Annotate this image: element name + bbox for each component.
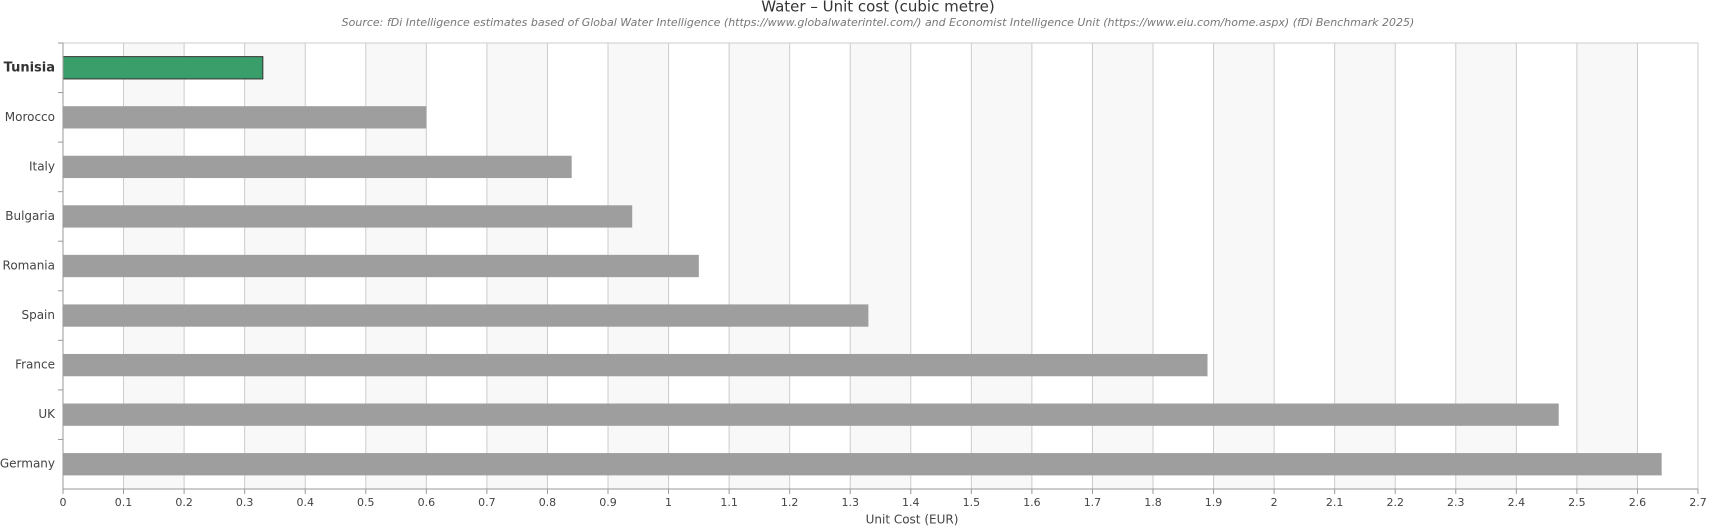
x-tick-label: 1.5 (963, 496, 981, 509)
x-tick-label: 0.8 (539, 496, 557, 509)
x-tick-label: 0.7 (478, 496, 496, 509)
x-tick-label: 2 (1271, 496, 1278, 509)
x-tick-label: 2.4 (1508, 496, 1526, 509)
chart-subtitle: Source: fDi Intelligence estimates based… (342, 16, 1415, 29)
grid-band (1576, 43, 1638, 489)
x-tick-label: 1.2 (781, 496, 799, 509)
x-tick-label: 0.6 (418, 496, 436, 509)
x-tick-label: 1.4 (902, 496, 920, 509)
bar (63, 106, 427, 129)
x-tick-label: 2.3 (1447, 496, 1465, 509)
x-tick-label: 1 (665, 496, 672, 509)
y-tick-label: France (15, 358, 55, 372)
x-tick-label: 1.8 (1144, 496, 1162, 509)
x-tick-label: 2.7 (1689, 496, 1707, 509)
bar (63, 403, 1559, 426)
x-tick-label: 1.9 (1205, 496, 1223, 509)
x-tick-label: 1.6 (1023, 496, 1041, 509)
x-tick-label: 0.1 (115, 496, 133, 509)
bar (63, 304, 869, 327)
x-tick-label: 2.1 (1326, 496, 1344, 509)
bar (63, 254, 699, 278)
y-tick-label: Tunisia (4, 60, 55, 75)
y-tick-label: Bulgaria (5, 209, 55, 223)
y-tick-label: Romania (3, 259, 55, 273)
x-tick-label: 0.4 (296, 496, 314, 509)
x-tick-label: 0.5 (357, 496, 375, 509)
x-tick-label: 0.9 (599, 496, 617, 509)
x-tick-label: 1.3 (841, 496, 859, 509)
x-axis-label: Unit Cost (EUR) (866, 513, 959, 527)
bar (63, 205, 633, 228)
bar (62, 56, 264, 80)
x-tick-label: 2.6 (1629, 496, 1647, 509)
y-tick-label: Morocco (5, 110, 55, 124)
bar (63, 353, 1208, 377)
x-tick-label: 1.7 (1084, 496, 1102, 509)
x-tick-label: 2.2 (1386, 496, 1404, 509)
y-tick-label: Germany (0, 457, 55, 471)
y-tick-label: Italy (29, 159, 55, 173)
chart-title: Water – Unit cost (cubic metre) (761, 0, 995, 16)
bar (63, 453, 1662, 476)
bar (63, 155, 572, 179)
y-tick-label: Spain (21, 308, 55, 322)
x-tick-label: 0 (60, 496, 67, 509)
x-tick-label: 0.2 (175, 496, 193, 509)
x-tick-label: 2.5 (1568, 496, 1586, 509)
x-tick-label: 0.3 (236, 496, 254, 509)
y-tick-label: UK (38, 407, 56, 421)
x-tick-label: 1.1 (720, 496, 738, 509)
